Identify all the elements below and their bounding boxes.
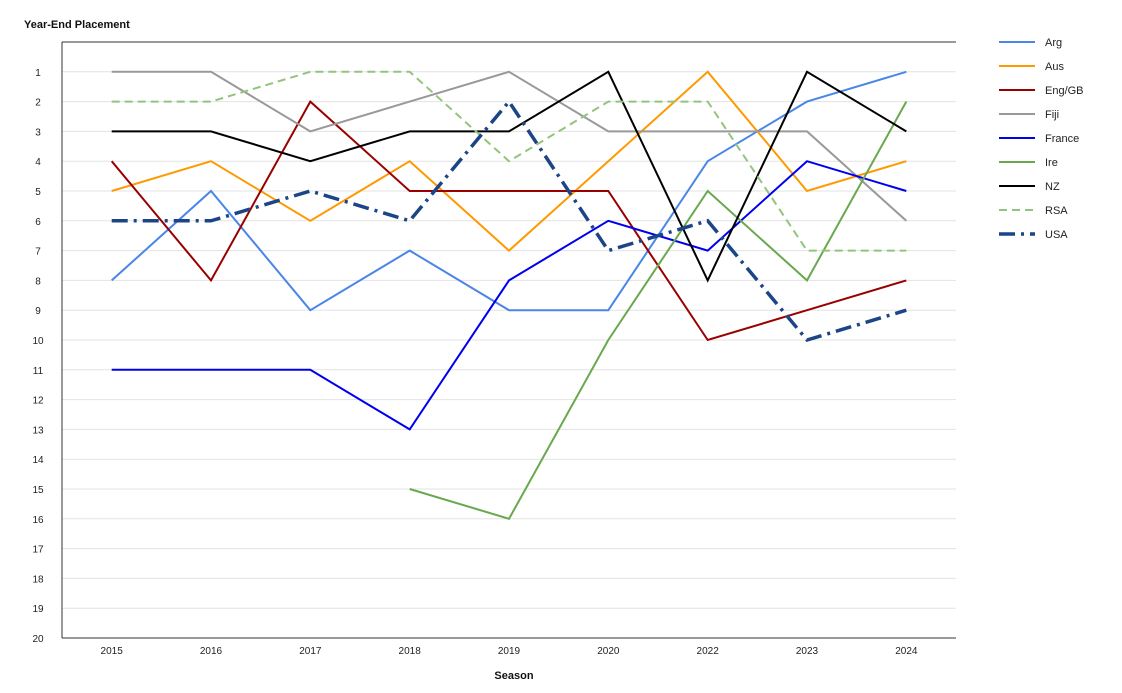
legend-item-aus: Aus <box>999 61 1064 73</box>
y-tick-label: 11 <box>33 366 44 377</box>
y-tick-label: 16 <box>32 515 44 526</box>
legend: Arg Aus Eng/GB Fiji France Ire NZ RSA USA <box>999 37 1084 241</box>
y-tick-label: 1 <box>35 68 41 79</box>
series-line-arg <box>111 70 907 312</box>
y-tick-label: 4 <box>35 157 41 168</box>
x-axis-title: Season <box>494 670 533 682</box>
legend-label: Arg <box>1045 37 1062 49</box>
series-line-nz <box>111 70 907 283</box>
x-tick-label: 2018 <box>399 646 422 657</box>
y-axis-title: Year-End Placement <box>24 19 130 31</box>
y-tick-label: 15 <box>32 485 44 496</box>
legend-label: USA <box>1045 229 1068 241</box>
legend-item-fiji: Fiji <box>999 109 1059 121</box>
legend-label: Eng/GB <box>1045 85 1084 97</box>
legend-item-rsa: RSA <box>999 205 1068 217</box>
y-tick-label: 2 <box>35 98 41 109</box>
y-tick-label: 5 <box>35 187 41 198</box>
legend-item-ire: Ire <box>999 157 1058 169</box>
legend-item-usa: USA <box>999 229 1068 241</box>
series-line-france <box>111 160 907 431</box>
x-tick-label: 2022 <box>697 646 720 657</box>
series-lines <box>110 70 908 520</box>
legend-item-france: France <box>999 133 1079 145</box>
x-tick-label: 2017 <box>299 646 322 657</box>
y-tick-label: 18 <box>32 574 44 585</box>
y-tick-label: 10 <box>32 336 44 347</box>
series-line-eng-gb <box>110 100 907 342</box>
y-tick-label: 19 <box>32 604 44 615</box>
legend-item-arg: Arg <box>999 37 1062 49</box>
x-tick-label: 2019 <box>498 646 521 657</box>
y-tick-label: 7 <box>35 247 41 258</box>
legend-label: France <box>1045 133 1079 145</box>
series-line-rsa <box>111 70 907 252</box>
gridlines <box>62 71 956 609</box>
axes <box>61 41 956 639</box>
y-tick-label: 20 <box>32 634 44 645</box>
y-tick-label: 9 <box>35 306 41 317</box>
legend-label: Fiji <box>1045 109 1059 121</box>
x-tick-label: 2024 <box>895 646 918 657</box>
y-tick-label: 6 <box>35 217 41 228</box>
legend-label: NZ <box>1045 181 1060 193</box>
x-tick-labels: 2015 2016 2017 2018 2019 2020 2022 2023 2024 <box>101 646 918 657</box>
x-tick-label: 2023 <box>796 646 819 657</box>
legend-item-eng-gb: Eng/GB <box>999 85 1084 97</box>
y-tick-label: 14 <box>32 455 44 466</box>
y-tick-label: 12 <box>32 396 44 407</box>
legend-label: Ire <box>1045 157 1058 169</box>
legend-label: RSA <box>1045 205 1068 217</box>
legend-item-nz: NZ <box>999 181 1060 193</box>
series-line-aus <box>111 70 907 252</box>
y-tick-label: 8 <box>35 276 41 287</box>
legend-label: Aus <box>1045 61 1064 73</box>
y-tick-label: 17 <box>32 545 44 556</box>
x-tick-label: 2020 <box>597 646 620 657</box>
series-line-fiji <box>111 70 907 222</box>
x-tick-label: 2016 <box>200 646 223 657</box>
x-tick-label: 2015 <box>101 646 124 657</box>
series-line-usa <box>111 98 907 343</box>
y-tick-label: 13 <box>32 425 44 436</box>
y-tick-label: 3 <box>35 127 41 138</box>
